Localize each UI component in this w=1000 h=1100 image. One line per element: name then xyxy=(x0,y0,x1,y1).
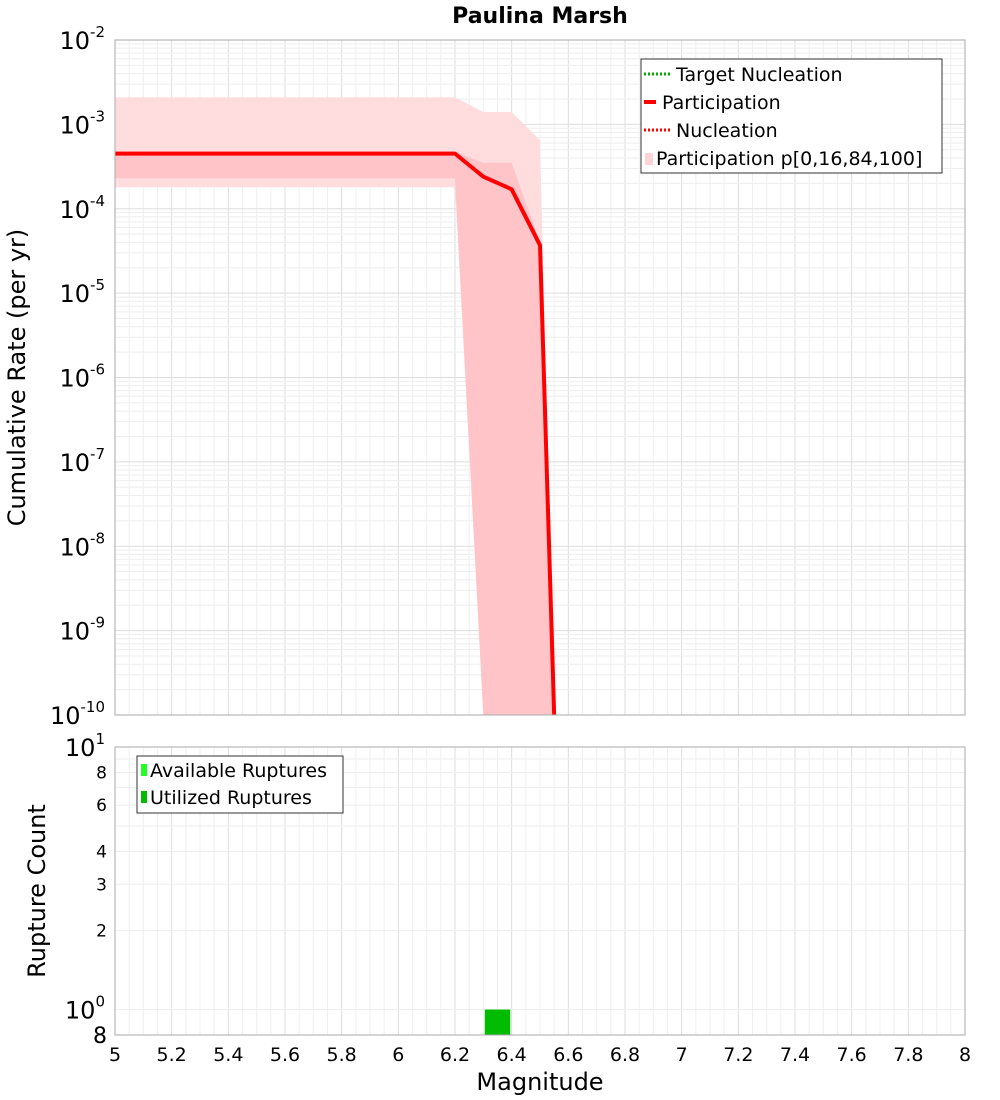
y-tick-label: 10-4 xyxy=(59,192,105,224)
y-tick-label: 10-8 xyxy=(59,529,105,561)
y-axis-label: Cumulative Rate (per yr) xyxy=(3,229,31,527)
x-tick-label: 5.2 xyxy=(157,1044,187,1066)
x-tick-label: 5.6 xyxy=(270,1044,300,1066)
legend-box xyxy=(136,755,344,814)
x-tick-label: 6.6 xyxy=(553,1044,583,1066)
legend-label: Utilized Ruptures xyxy=(150,787,312,809)
x-tick-label: 6 xyxy=(392,1044,404,1066)
y-tick-label: 4 xyxy=(96,842,107,862)
plot-frame xyxy=(114,39,966,716)
x-tick-label: 6.8 xyxy=(610,1044,640,1066)
y-tick-label: 10-5 xyxy=(59,276,105,308)
legend-box xyxy=(640,58,943,174)
bar-utilized-ruptures xyxy=(484,1009,511,1035)
y-tick-label: 10-10 xyxy=(50,698,105,730)
x-tick-label: 6.2 xyxy=(440,1044,470,1066)
legend-label: Target Nucleation xyxy=(675,64,843,86)
x-tick-label: 6.4 xyxy=(497,1044,527,1066)
legend-swatch xyxy=(141,764,147,776)
plot-frame xyxy=(114,746,966,1036)
y-tick-label: 8 xyxy=(93,1024,107,1049)
legend-label: Nucleation xyxy=(676,120,778,142)
y-tick-label: 6 xyxy=(96,796,107,816)
rate-plot: Paulina Marsh 10-2 10-3 10-4 10-5 10-6 10-7 10-… xyxy=(3,4,966,730)
x-tick-label: 7.8 xyxy=(893,1044,923,1066)
x-tick-label: 5.8 xyxy=(327,1044,357,1066)
y-tick-label: 10-2 xyxy=(59,23,105,55)
x-tick-label: 8 xyxy=(959,1044,971,1066)
x-tick-label: 5.4 xyxy=(213,1044,243,1066)
x-axis-label: Magnitude xyxy=(476,1068,603,1096)
y-axis-label: Rupture Count xyxy=(23,804,51,978)
y-tick-label: 10-6 xyxy=(59,361,105,393)
y-tick-label: 10-9 xyxy=(59,614,105,646)
y-tick-label: 10-7 xyxy=(59,445,105,477)
y-tick-label: 100 xyxy=(65,993,105,1025)
x-tick-label: 7.6 xyxy=(837,1044,867,1066)
x-tick-label: 5 xyxy=(109,1044,121,1066)
series-line-participation xyxy=(115,151,557,716)
band-p16-p84 xyxy=(115,151,555,715)
y-tick-label: 8 xyxy=(96,763,107,783)
x-tick-label: 7.2 xyxy=(723,1044,753,1066)
legend-swatch xyxy=(141,791,147,803)
legend-swatch xyxy=(645,153,653,165)
y-tick-label: 101 xyxy=(65,730,105,762)
legend-label: Available Ruptures xyxy=(150,760,327,782)
legend-label: Participation p[0,16,84,100] xyxy=(656,148,922,170)
legend-label: Participation xyxy=(662,92,781,114)
y-tick-label: 2 xyxy=(96,922,107,942)
y-tick-label: 3 xyxy=(96,875,107,895)
y-tick-label: 10-3 xyxy=(59,107,105,139)
x-tick-label: 7.4 xyxy=(780,1044,810,1066)
x-tick-label: 7 xyxy=(676,1044,688,1066)
chart-title: Paulina Marsh xyxy=(452,4,628,29)
